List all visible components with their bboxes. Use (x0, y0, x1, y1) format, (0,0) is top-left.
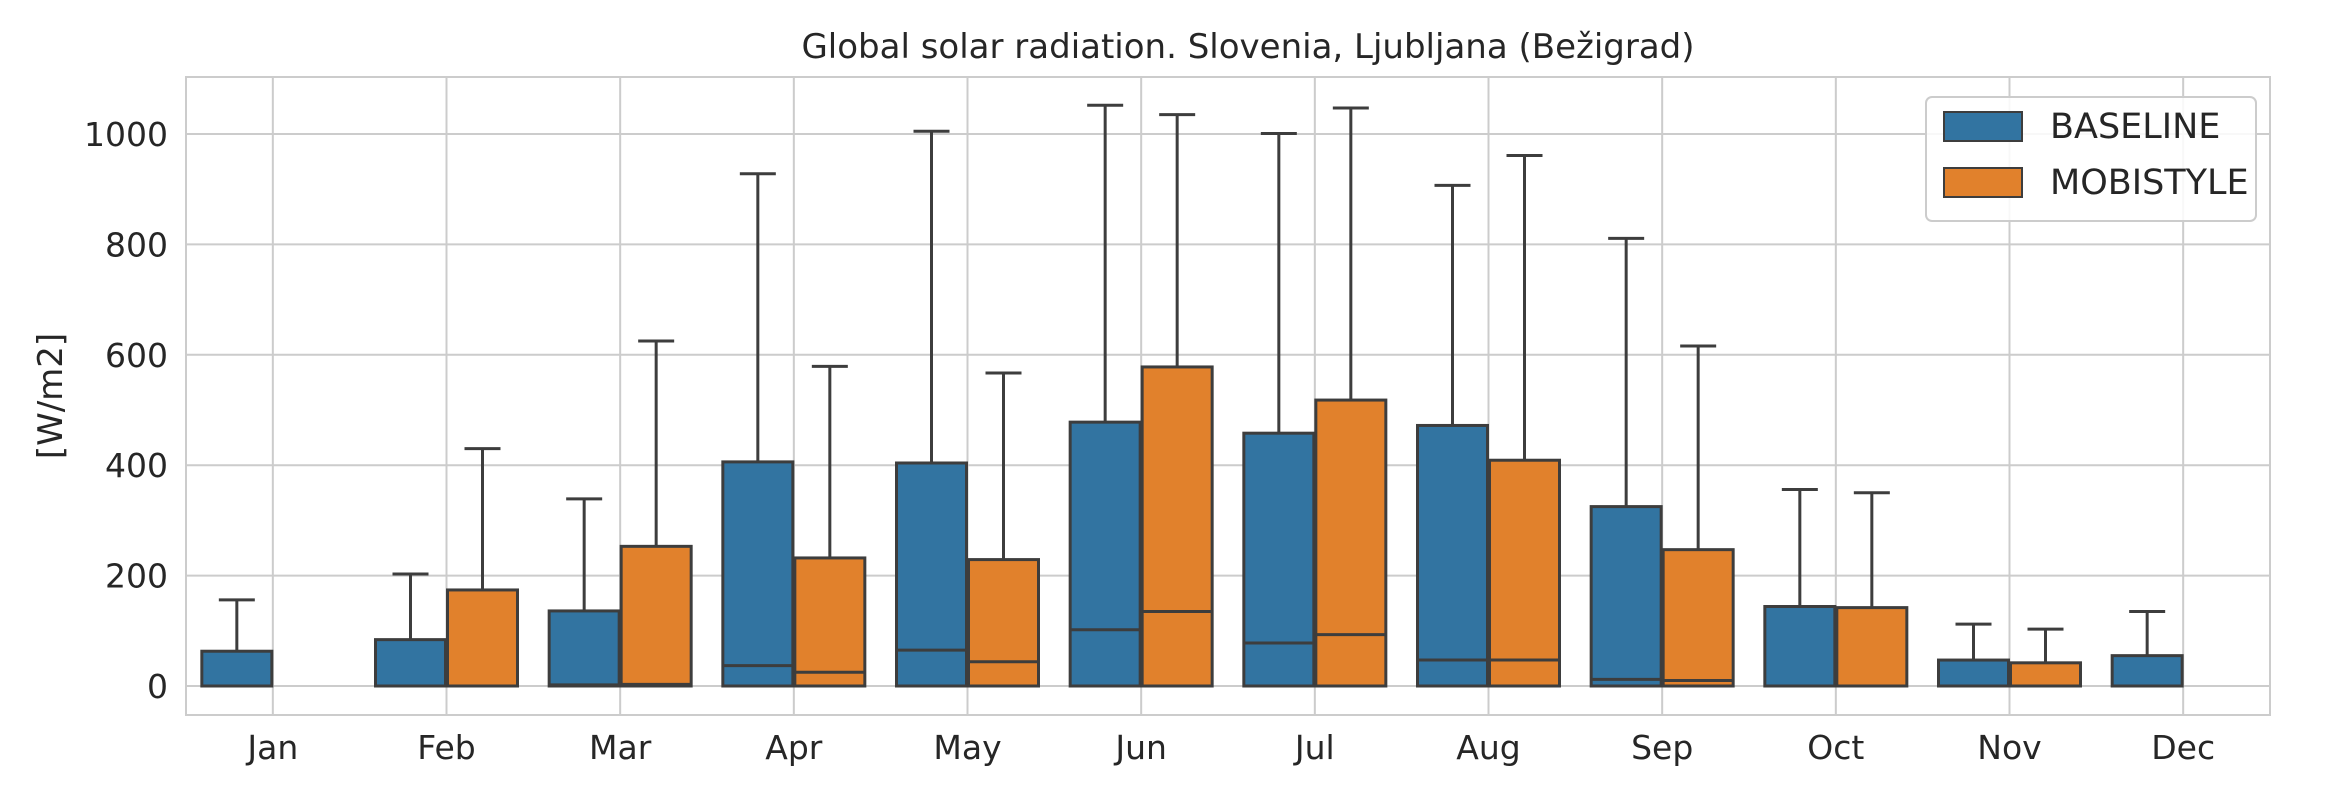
x-tick-label: Mar (589, 728, 652, 767)
box-baseline (200, 649, 274, 688)
x-tick-label: Apr (765, 728, 823, 767)
chart-title: Global solar radiation. Slovenia, Ljublj… (801, 27, 1694, 67)
box-mobistyle (1661, 548, 1735, 688)
box-baseline (1416, 423, 1489, 688)
box-mobistyle (1140, 365, 1214, 688)
legend: BASELINE MOBISTYLE (1925, 96, 2257, 222)
box-baseline (1763, 605, 1837, 688)
x-tick-label: Sep (1631, 728, 1693, 767)
legend-swatch-baseline (1943, 111, 2023, 142)
legend-label-mobistyle: MOBISTYLE (2050, 163, 2249, 203)
y-tick-label: 800 (105, 225, 168, 264)
x-tick-label: Oct (1807, 728, 1864, 767)
plot-area (185, 76, 2271, 716)
x-tick-label: May (933, 728, 1001, 767)
box-baseline (2110, 654, 2184, 688)
box-mobistyle (446, 588, 519, 688)
x-tick-label: Jul (1293, 728, 1335, 767)
y-tick-label: 400 (105, 446, 168, 485)
x-tick-label: Jan (245, 728, 298, 767)
boxes (200, 103, 2184, 688)
y-tick-label: 0 (147, 667, 168, 706)
box-mobistyle (967, 558, 1040, 688)
box-mobistyle (2009, 661, 2082, 688)
box-baseline (895, 461, 968, 688)
x-tick-label: Jun (1113, 728, 1167, 767)
box-baseline (374, 638, 447, 688)
x-tick-label: Feb (417, 728, 475, 767)
x-tick-label: Nov (1977, 728, 2041, 767)
legend-swatch-mobistyle (1943, 167, 2023, 198)
y-axis-label: [W/m2] (31, 333, 71, 459)
y-tick-label: 200 (105, 557, 168, 596)
box-baseline (1242, 431, 1316, 688)
box-baseline (721, 460, 795, 688)
box-baseline (1937, 658, 2010, 688)
y-tick-label: 600 (105, 336, 168, 375)
box-mobistyle (1488, 458, 1561, 688)
box-mobistyle (1835, 606, 1909, 688)
y-tick-label: 1000 (84, 115, 168, 154)
box-baseline (547, 609, 621, 688)
x-tick-labels: Jan Feb Mar Apr May Jun Jul Aug Sep Oct Nov Dec (245, 728, 2215, 767)
x-tick-label: Dec (2151, 728, 2215, 767)
box-mobistyle (1314, 398, 1388, 688)
grid (186, 77, 2270, 715)
box-mobistyle (619, 544, 693, 688)
x-tick-label: Aug (1456, 728, 1520, 767)
box-baseline (1589, 505, 1663, 688)
y-tick-labels: 0 200 400 600 800 1000 (84, 115, 168, 706)
box-baseline (1068, 420, 1142, 688)
box-mobistyle (793, 556, 867, 688)
legend-label-baseline: BASELINE (2050, 107, 2220, 147)
